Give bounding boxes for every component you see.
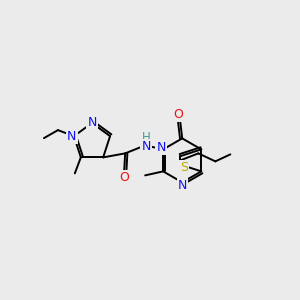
Text: N: N: [178, 179, 187, 192]
Text: S: S: [180, 161, 188, 174]
Text: O: O: [173, 108, 183, 121]
Text: O: O: [119, 171, 129, 184]
Text: N: N: [157, 141, 166, 154]
Text: N: N: [142, 140, 151, 153]
Text: H: H: [142, 131, 151, 144]
Text: N: N: [87, 116, 97, 128]
Text: N: N: [67, 130, 76, 142]
